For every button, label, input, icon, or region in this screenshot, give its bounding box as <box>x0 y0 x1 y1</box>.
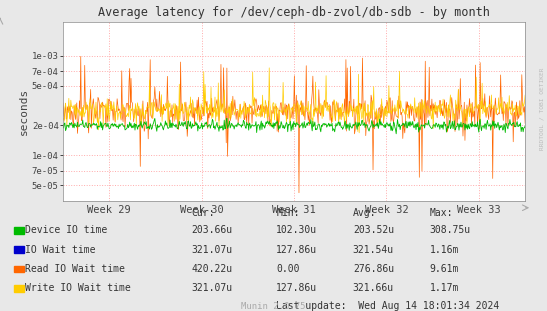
Text: Max:: Max: <box>429 208 453 218</box>
Y-axis label: seconds: seconds <box>19 88 29 135</box>
Text: 127.86u: 127.86u <box>276 244 317 254</box>
Text: Last update:  Wed Aug 14 18:01:34 2024: Last update: Wed Aug 14 18:01:34 2024 <box>276 301 499 311</box>
Text: 1.16m: 1.16m <box>429 244 459 254</box>
Text: Min:: Min: <box>276 208 300 218</box>
Text: IO Wait time: IO Wait time <box>25 244 95 254</box>
Text: 203.66u: 203.66u <box>191 225 232 235</box>
Text: 321.54u: 321.54u <box>353 244 394 254</box>
Text: Write IO Wait time: Write IO Wait time <box>25 283 130 293</box>
Text: 420.22u: 420.22u <box>191 264 232 274</box>
Text: Avg:: Avg: <box>353 208 376 218</box>
Text: Munin 2.0.75: Munin 2.0.75 <box>241 302 306 311</box>
Text: 9.61m: 9.61m <box>429 264 459 274</box>
Text: RRDTOOL / TOBI OETIKER: RRDTOOL / TOBI OETIKER <box>539 67 544 150</box>
Text: 1.17m: 1.17m <box>429 283 459 293</box>
Text: 276.86u: 276.86u <box>353 264 394 274</box>
Text: Device IO time: Device IO time <box>25 225 107 235</box>
Text: Read IO Wait time: Read IO Wait time <box>25 264 125 274</box>
Text: 203.52u: 203.52u <box>353 225 394 235</box>
Text: 321.66u: 321.66u <box>353 283 394 293</box>
Text: 102.30u: 102.30u <box>276 225 317 235</box>
Text: Cur:: Cur: <box>191 208 215 218</box>
Text: 308.75u: 308.75u <box>429 225 470 235</box>
Text: 0.00: 0.00 <box>276 264 300 274</box>
Text: 321.07u: 321.07u <box>191 244 232 254</box>
Text: 321.07u: 321.07u <box>191 283 232 293</box>
Title: Average latency for /dev/ceph-db-zvol/db-sdb - by month: Average latency for /dev/ceph-db-zvol/db… <box>98 6 490 19</box>
Text: 127.86u: 127.86u <box>276 283 317 293</box>
